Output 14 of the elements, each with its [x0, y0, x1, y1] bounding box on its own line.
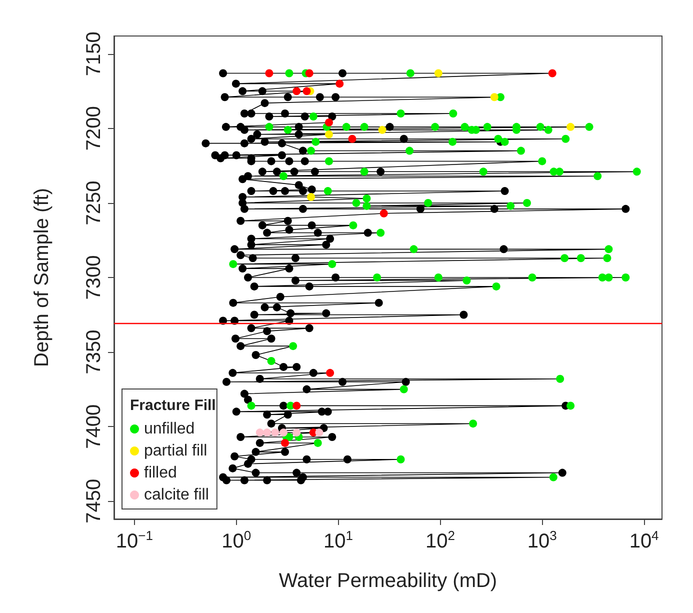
legend-label: calcite fill: [144, 486, 209, 504]
legend-label: filled: [144, 464, 177, 482]
y-tick-label: 7300: [83, 255, 105, 300]
legend-label: unfilled: [144, 420, 195, 438]
x-axis-title: Water Permeability (mD): [278, 570, 498, 592]
y-tick-label: 7250: [83, 180, 105, 226]
legend-label: partial fill: [144, 442, 208, 460]
y-tick-label: 7400: [83, 404, 105, 449]
legend-title: Fracture Fill: [130, 397, 216, 414]
y-tick-label: 7150: [83, 32, 105, 76]
y-tick-label: 7450: [83, 478, 105, 524]
y-axis-title: Depth of Sample (ft): [31, 188, 53, 367]
y-tick-label: 7200: [83, 106, 105, 151]
y-tick-label: 7350: [83, 330, 105, 374]
